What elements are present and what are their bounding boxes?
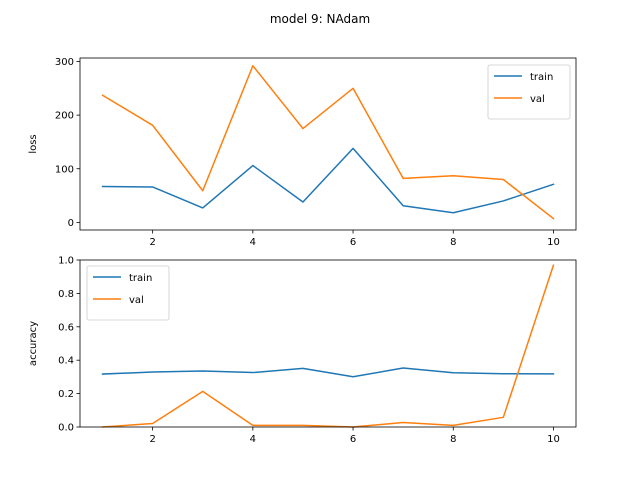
x-tick-label: 10 [547, 237, 560, 248]
x-tick-label: 8 [450, 237, 456, 248]
y-tick-label: 0.4 [58, 356, 74, 367]
legend-box [487, 64, 571, 120]
x-tick-label: 8 [450, 434, 456, 445]
x-tick-label: 4 [250, 237, 256, 248]
y-tick-label: 200 [55, 111, 74, 122]
legend-label-train: train [530, 72, 553, 83]
y-tick-label: 0.2 [58, 389, 74, 400]
accuracy-chart: 2 4 6 8 10 0.0 0.2 0.4 0.6 0.8 1.0 accuracy train val [28, 256, 577, 445]
legend: train val [86, 265, 170, 321]
y-tick-label: 0.8 [58, 289, 74, 300]
series-line-val [101, 65, 555, 220]
x-tick-label: 2 [149, 237, 155, 248]
y-tick-label: 0 [68, 218, 74, 229]
y-tick-label: 300 [55, 57, 74, 68]
x-tick-label: 4 [250, 434, 256, 445]
x-tick-label: 2 [149, 434, 155, 445]
legend-label-val: val [129, 295, 144, 306]
x-tick-label: 10 [547, 434, 560, 445]
legend-box [86, 265, 170, 321]
figure-title: model 9: NAdam [270, 12, 370, 26]
legend-label-train: train [129, 273, 152, 284]
y-tick-label: 0.6 [58, 322, 74, 333]
legend: train val [487, 64, 571, 120]
series-line-val [101, 264, 555, 428]
y-axis-label: accuracy [28, 321, 39, 366]
y-axis-label: loss [28, 134, 39, 153]
y-tick-label: 0.0 [58, 423, 74, 434]
x-tick-label: 6 [350, 434, 356, 445]
y-tick-label: 100 [55, 164, 74, 175]
x-tick-label: 6 [350, 237, 356, 248]
axes-frame [79, 259, 577, 428]
series-line-train [101, 367, 555, 378]
legend-label-val: val [530, 94, 545, 105]
y-tick-label: 1.0 [58, 256, 74, 267]
axes-frame [79, 57, 577, 231]
series-line-train [101, 147, 555, 214]
